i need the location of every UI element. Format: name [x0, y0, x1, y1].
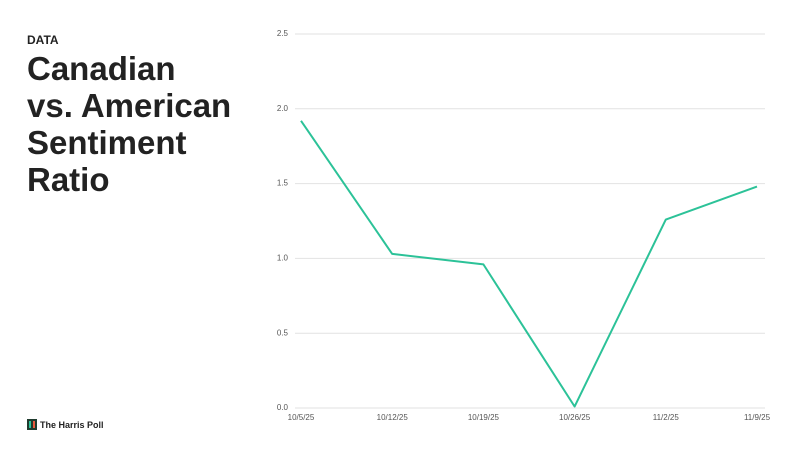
brand-logo	[27, 419, 37, 430]
x-tick-label: 10/12/25	[377, 413, 409, 422]
title-line: vs. American	[27, 87, 232, 124]
x-tick-label: 10/26/25	[559, 413, 591, 422]
brand-name: The Harris Poll	[40, 419, 104, 430]
title-line: Sentiment	[27, 124, 187, 161]
x-tick-label: 10/5/25	[288, 413, 315, 422]
data-line	[300, 120, 758, 408]
x-tick-label: 11/2/25	[653, 413, 680, 422]
y-tick-label: 2.5	[277, 29, 289, 38]
y-tick-label: 1.0	[277, 254, 289, 263]
title-line: Canadian	[27, 50, 176, 87]
y-tick-label: 0.5	[277, 328, 289, 337]
x-tick-label: 10/19/25	[468, 413, 500, 422]
x-tick-label: 11/9/25	[744, 413, 771, 422]
y-tick-label: 2.0	[277, 104, 289, 113]
title: Canadian vs. American Sentiment Ratio	[27, 50, 231, 198]
brand: The Harris Poll	[27, 419, 104, 430]
y-tick-label: 1.5	[277, 179, 289, 188]
y-tick-label: 0.0	[277, 403, 289, 412]
section-label: DATA	[27, 33, 59, 47]
title-line: Ratio	[27, 161, 110, 198]
